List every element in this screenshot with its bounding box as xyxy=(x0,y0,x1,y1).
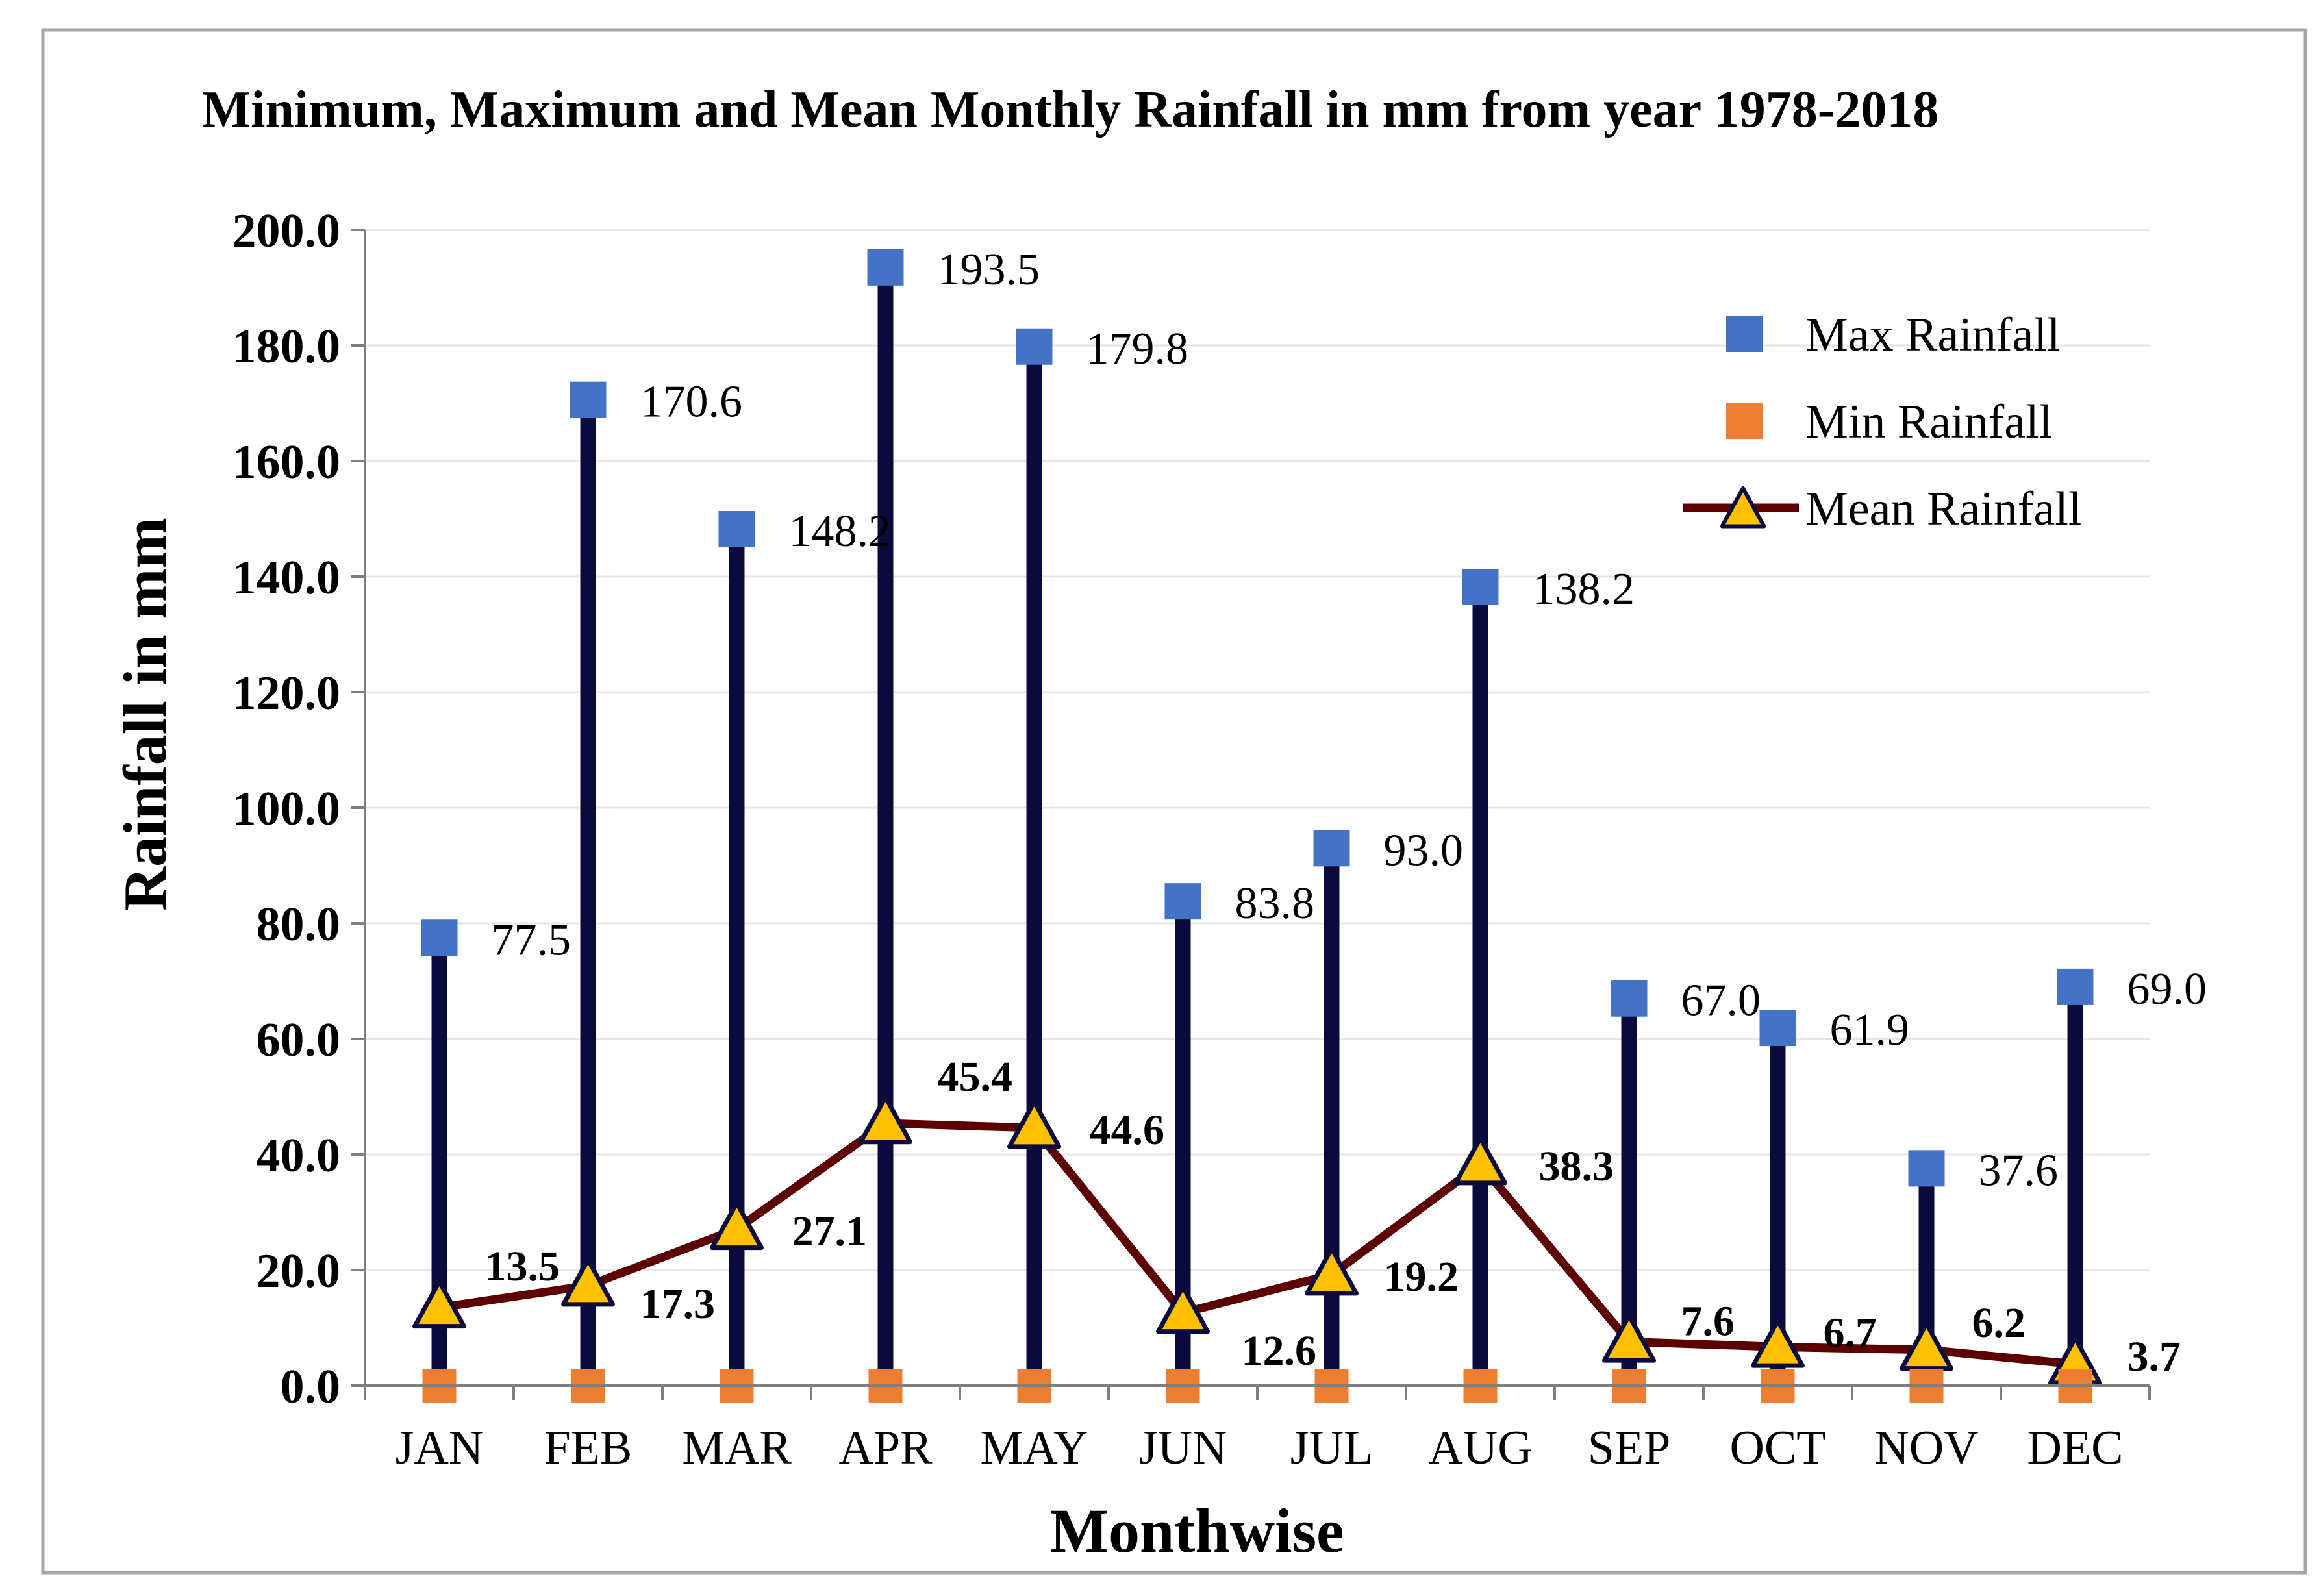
x-tick-label: SEP xyxy=(1588,1421,1671,1475)
y-tick-label: 120.0 xyxy=(232,667,341,720)
y-tick-label: 40.0 xyxy=(257,1129,341,1182)
mean-point xyxy=(412,1279,466,1329)
max-point xyxy=(1016,328,1053,365)
mean-data-label: 6.2 xyxy=(1972,1299,2026,1347)
mean-data-label: 44.6 xyxy=(1090,1106,1165,1154)
max-data-label: 170.6 xyxy=(640,377,743,427)
max-point xyxy=(2057,968,2094,1005)
x-tick-label: AUG xyxy=(1428,1421,1532,1475)
y-tick-label: 60.0 xyxy=(257,1014,341,1067)
mean-line xyxy=(438,1119,2076,1369)
max-data-label: 138.2 xyxy=(1533,564,1635,614)
x-tick-label: JAN xyxy=(395,1421,484,1475)
x-tick-label: OCT xyxy=(1730,1421,1826,1475)
mean-data-label: 7.6 xyxy=(1681,1297,1735,1345)
legend-mean-label: Mean Rainfall xyxy=(1805,482,2081,536)
max-data-label: 61.9 xyxy=(1830,1005,1910,1055)
y-tick-label: 100.0 xyxy=(232,782,341,836)
max-point xyxy=(1611,980,1648,1017)
x-tick-label: FEB xyxy=(544,1421,633,1475)
mean-data-label: 6.7 xyxy=(1824,1309,1877,1356)
mean-data-label: 12.6 xyxy=(1242,1327,1317,1375)
y-tick-label: 200.0 xyxy=(232,205,341,258)
mean-point xyxy=(1900,1321,1953,1371)
max-point xyxy=(1313,830,1350,867)
max-data-label: 77.5 xyxy=(492,915,571,965)
max-point xyxy=(867,249,904,286)
mean-data-label: 13.5 xyxy=(485,1243,560,1290)
y-tick-label: 0.0 xyxy=(281,1360,341,1414)
chart-title: Minimum, Maximum and Mean Monthly Rainfa… xyxy=(202,81,1939,138)
legend-min-label: Min Rainfall xyxy=(1805,395,2052,449)
x-tick-label: MAR xyxy=(682,1421,792,1475)
mean-data-label: 3.7 xyxy=(2127,1333,2181,1380)
x-tick-label: JUL xyxy=(1290,1421,1373,1475)
legend-mean-marker xyxy=(1720,486,1766,529)
x-tick-label: JUN xyxy=(1139,1421,1227,1475)
mean-data-label: 27.1 xyxy=(792,1208,868,1255)
legend-min-marker xyxy=(1726,403,1763,439)
mean-point xyxy=(1751,1318,1805,1368)
max-data-label: 67.0 xyxy=(1681,976,1761,1026)
mean-point xyxy=(1305,1246,1359,1296)
gridlines xyxy=(365,229,2150,1271)
max-data-label: 179.8 xyxy=(1086,324,1189,374)
x-tick-label: APR xyxy=(839,1421,933,1475)
max-point xyxy=(1462,569,1499,606)
mean-series xyxy=(412,1095,2102,1386)
max-point xyxy=(421,919,458,956)
mean-point xyxy=(1602,1313,1656,1363)
max-point xyxy=(1759,1010,1796,1047)
mean-data-label: 38.3 xyxy=(1539,1143,1614,1190)
mean-data-label: 19.2 xyxy=(1384,1253,1459,1301)
max-data-label: 148.2 xyxy=(789,506,892,556)
max-data-label: 93.0 xyxy=(1384,825,1464,875)
y-tick-label: 20.0 xyxy=(257,1245,341,1298)
mean-point xyxy=(1156,1284,1210,1334)
max-data-label: 69.0 xyxy=(2127,964,2207,1014)
data-labels: 77.5 170.6 148.2 193.5 179.8 83.8 93.0 138.2 67.… xyxy=(485,245,2207,1380)
x-axis-ticks: JAN FEB MAR APR MAY JUN JUL AUG SEP OCT NOV DEC xyxy=(395,1421,2124,1475)
mean-point xyxy=(1453,1136,1507,1186)
y-tick-label: 180.0 xyxy=(232,320,341,373)
chart-border xyxy=(41,28,2307,1575)
max-point xyxy=(1908,1150,1945,1187)
axes xyxy=(351,229,2151,1400)
max-series xyxy=(421,249,2094,1187)
x-tick-label: NOV xyxy=(1874,1421,1978,1475)
y-tick-label: 160.0 xyxy=(232,436,341,489)
max-data-label: 193.5 xyxy=(938,245,1040,295)
x-axis-label: Monthwise xyxy=(1049,1496,1344,1565)
x-tick-label: DEC xyxy=(2027,1421,2124,1475)
legend-max-label: Max Rainfall xyxy=(1805,308,2061,362)
mean-point xyxy=(859,1095,912,1145)
mean-data-label: 17.3 xyxy=(640,1280,716,1328)
max-data-label: 37.6 xyxy=(1979,1145,2059,1195)
mean-point xyxy=(710,1201,764,1251)
legend: Max Rainfall Min Rainfall Mean Rainfall xyxy=(1683,308,2081,536)
max-data-label: 83.8 xyxy=(1235,879,1315,929)
y-tick-label: 80.0 xyxy=(257,898,341,951)
max-point xyxy=(1164,883,1201,920)
max-point xyxy=(718,511,755,548)
mean-data-label: 45.4 xyxy=(938,1053,1013,1101)
mean-point xyxy=(1007,1099,1061,1149)
mean-point xyxy=(561,1257,615,1307)
y-axis-ticks: 0.0 20.0 40.0 60.0 80.0 100.0 120.0 140.0 160.0 1… xyxy=(232,205,341,1414)
max-point xyxy=(570,381,607,418)
y-tick-label: 140.0 xyxy=(232,551,341,605)
y-axis-label: Rainfall in mm xyxy=(112,517,179,911)
legend-max-marker xyxy=(1726,316,1763,352)
x-tick-label: MAY xyxy=(981,1421,1088,1475)
